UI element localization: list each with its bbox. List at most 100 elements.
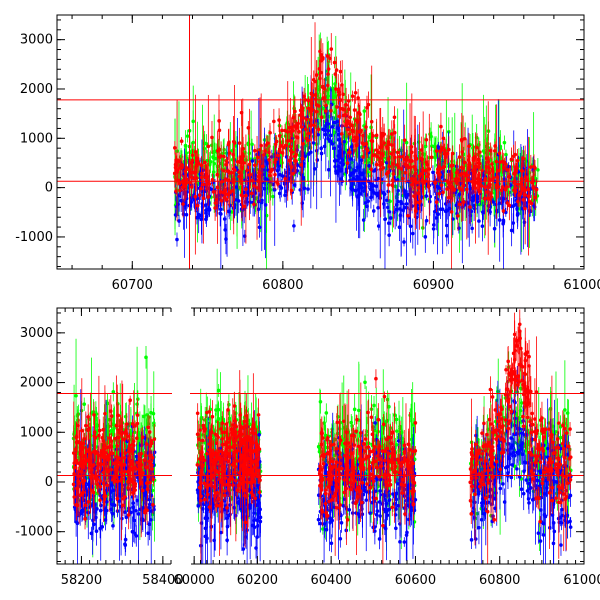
data-point bbox=[262, 186, 267, 191]
data-point bbox=[271, 194, 275, 199]
data-point bbox=[420, 226, 425, 230]
data-point bbox=[533, 166, 537, 170]
x-tick-label: 61000 bbox=[563, 278, 600, 293]
data-point bbox=[293, 109, 297, 114]
data-point bbox=[437, 186, 442, 191]
data-point bbox=[256, 207, 261, 211]
data-point bbox=[242, 204, 247, 209]
data-point bbox=[395, 163, 400, 167]
data-point bbox=[369, 195, 373, 200]
data-point bbox=[445, 187, 449, 191]
data-point bbox=[283, 143, 288, 148]
data-point bbox=[224, 159, 229, 164]
y-tick-label: 2000 bbox=[20, 82, 53, 97]
data-point bbox=[446, 195, 451, 200]
data-point bbox=[211, 155, 215, 159]
data-point bbox=[265, 161, 269, 166]
data-point bbox=[481, 149, 486, 153]
data-point bbox=[277, 134, 282, 138]
data-point bbox=[263, 176, 268, 181]
data-point bbox=[464, 200, 469, 205]
data-point bbox=[386, 140, 391, 144]
data-point bbox=[480, 224, 485, 228]
data-point bbox=[257, 225, 262, 230]
data-point bbox=[301, 176, 306, 180]
data-point bbox=[406, 165, 411, 169]
data-point bbox=[203, 203, 208, 208]
data-cloud bbox=[172, 22, 540, 269]
data-point bbox=[268, 170, 272, 174]
data-point bbox=[387, 233, 391, 237]
data-point bbox=[135, 402, 139, 406]
data-point bbox=[255, 155, 260, 160]
data-point bbox=[301, 116, 306, 120]
data-point bbox=[301, 142, 306, 146]
data-point bbox=[478, 177, 482, 182]
data-point bbox=[364, 141, 369, 146]
data-point bbox=[276, 182, 280, 186]
data-point bbox=[344, 102, 348, 107]
data-point bbox=[513, 152, 518, 157]
data-point bbox=[224, 162, 229, 167]
data-point bbox=[452, 188, 457, 192]
data-point bbox=[286, 167, 291, 172]
data-point bbox=[429, 155, 434, 160]
data-point bbox=[205, 174, 210, 179]
data-point bbox=[400, 176, 405, 181]
data-point bbox=[335, 105, 339, 109]
data-point bbox=[261, 164, 265, 169]
data-point bbox=[237, 170, 241, 175]
data-point bbox=[470, 198, 475, 203]
data-point bbox=[521, 186, 525, 190]
data-point bbox=[223, 177, 228, 181]
data-point bbox=[363, 201, 368, 205]
data-point bbox=[334, 68, 339, 72]
data-point bbox=[358, 130, 363, 134]
data-point bbox=[149, 410, 153, 415]
data-point bbox=[481, 210, 486, 215]
data-point bbox=[350, 128, 355, 133]
data-point bbox=[326, 122, 331, 126]
data-point bbox=[230, 210, 234, 214]
data-point bbox=[229, 170, 234, 175]
data-point bbox=[444, 223, 449, 228]
bottom-chart-panel: 5820058400600006020060400606006080061000… bbox=[15, 307, 600, 588]
data-point bbox=[195, 215, 199, 220]
data-point bbox=[173, 146, 177, 150]
data-point bbox=[289, 165, 294, 169]
data-point bbox=[177, 159, 181, 163]
data-point bbox=[173, 162, 178, 167]
data-point bbox=[270, 167, 274, 172]
data-point bbox=[513, 170, 518, 175]
data-point bbox=[321, 84, 325, 89]
x-tick-label: 60900 bbox=[413, 278, 454, 293]
data-point bbox=[421, 168, 425, 173]
data-point bbox=[257, 174, 262, 178]
data-point bbox=[340, 107, 345, 111]
data-point bbox=[531, 186, 536, 190]
data-point bbox=[306, 187, 310, 191]
data-point bbox=[283, 176, 287, 181]
data-point bbox=[457, 155, 462, 159]
data-point bbox=[350, 94, 355, 98]
data-point bbox=[478, 189, 482, 194]
data-point bbox=[144, 355, 148, 360]
data-point bbox=[324, 103, 328, 108]
data-point bbox=[492, 149, 497, 153]
data-point bbox=[447, 147, 451, 152]
data-point bbox=[238, 176, 243, 181]
data-point bbox=[392, 115, 397, 120]
data-point bbox=[288, 139, 293, 143]
data-point bbox=[179, 139, 184, 143]
data-point bbox=[226, 192, 231, 197]
data-point bbox=[494, 159, 499, 164]
data-point bbox=[333, 72, 338, 76]
data-point bbox=[204, 214, 209, 219]
data-point bbox=[111, 390, 116, 394]
data-point bbox=[339, 167, 344, 172]
data-point bbox=[298, 113, 303, 117]
data-point bbox=[440, 207, 445, 211]
data-point bbox=[342, 139, 347, 144]
data-point bbox=[424, 137, 429, 142]
data-point bbox=[489, 192, 493, 196]
